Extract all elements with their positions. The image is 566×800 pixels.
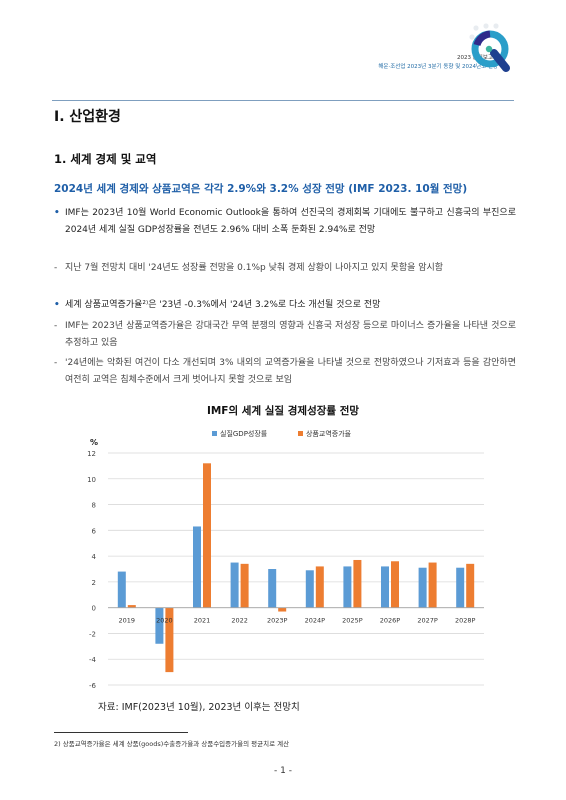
legend-swatch (212, 431, 217, 436)
y-tick-label: 8 (92, 502, 96, 510)
y-tick-label: 12 (87, 450, 96, 458)
bar-gdp (418, 567, 427, 608)
x-tick-label: 2025P (342, 617, 363, 625)
x-tick-label: 2019 (119, 617, 136, 625)
x-tick-label: 2020 (156, 617, 173, 625)
page-number: - 1 - (274, 766, 292, 776)
y-tick-label: 0 (92, 605, 96, 613)
heading-growth-forecast: 2024년 세계 경제와 상품교역은 각각 2.9%와 3.2% 성장 전망 (… (54, 183, 468, 195)
bar-gdp (117, 571, 126, 608)
y-tick-label: -6 (89, 682, 97, 690)
paragraph-text: IMF는 2023년 상품교역증가율은 강대국간 무역 분쟁의 영향과 신흥국 … (65, 321, 516, 348)
legend-swatch (298, 431, 303, 436)
header-divider (52, 100, 514, 101)
bar-gdp (268, 569, 277, 608)
bar-trade (203, 463, 211, 608)
y-tick-label: -4 (89, 656, 97, 664)
q-logo-icon (469, 23, 510, 72)
y-tick-label: 2 (92, 579, 96, 587)
bar-gdp (343, 566, 352, 608)
x-tick-label: 2028P (455, 617, 476, 625)
bar-gdp (381, 566, 389, 608)
dash-marker: - (54, 358, 58, 368)
bullet-marker: • (54, 208, 60, 218)
x-tick-label: 2026P (380, 617, 401, 625)
bar-gdp (193, 526, 201, 608)
bar-trade (428, 562, 437, 608)
paragraph-text: IMF는 2023년 10월 World Economic Outlook을 통… (65, 208, 516, 235)
bar-gdp (305, 570, 314, 608)
x-tick-label: 2027P (417, 617, 438, 625)
bullet-marker: • (54, 300, 60, 310)
dash-marker: - (54, 263, 58, 273)
y-tick-label: 6 (92, 527, 97, 535)
bar-gdp (456, 567, 465, 608)
bar-trade (278, 607, 287, 612)
x-tick-label: 2024P (305, 617, 326, 625)
legend-label: 상품교역증가율 (306, 429, 352, 438)
chart-title: IMF의 세계 실질 경제성장률 전망 (206, 405, 360, 417)
paragraph-trade-growth: • 세계 상품교역증가율²⁾은 '23년 -0.3%에서 '24년 3.2%로 … (54, 297, 516, 314)
bar-gdp (230, 562, 239, 608)
growth-bar-chart: -6 -4 -2 0 2 4 6 8 10 12% 2019 2020 2021 2022 2023P 202… (87, 429, 484, 690)
bar-trade (466, 563, 475, 608)
bar-trade (315, 566, 324, 608)
paragraph-2024-outlook: - '24년에는 악화된 여건이 다소 개선되며 3% 내외의 교역증가율을 나… (54, 355, 516, 389)
y-tick-label: 4 (92, 553, 97, 561)
dash-marker: - (54, 321, 58, 331)
y-axis-label: % (90, 438, 98, 447)
bar-trade (127, 605, 136, 608)
paragraph-gdp-forecast: • IMF는 2023년 10월 World Economic Outlook을… (54, 205, 516, 239)
bar-trade (391, 561, 399, 608)
bar-gdp (155, 607, 164, 644)
section-title: Ⅰ. 산업환경 (54, 109, 121, 125)
paragraph-july-revision: - 지난 7월 전망치 대비 '24년도 성장률 전망을 0.1%p 낮춰 경제… (54, 260, 516, 277)
paragraph-text: 지난 7월 전망치 대비 '24년도 성장률 전망을 0.1%p 낮춰 경제 상… (65, 263, 444, 273)
footnote: 2) 상품교역증가율은 세계 상품(goods)수출증가율과 상품수입증가율의 … (54, 740, 290, 748)
heading-world-economy: 1. 세계 경제 및 교역 (54, 152, 157, 166)
report-subtitle: 해운·조선업 2023년 3분기 동향 및 2024년도 전망 (378, 64, 498, 70)
footnote-divider (54, 732, 188, 733)
y-tick-label: -2 (89, 630, 96, 638)
legend-label: 실질GDP성장률 (220, 429, 268, 438)
bar-trade (353, 559, 362, 608)
paragraph-text: 세계 상품교역증가율²⁾은 '23년 -0.3%에서 '24년 3.2%로 다소… (65, 300, 381, 310)
paragraph-text: '24년에는 악화된 여건이 다소 개선되며 3% 내외의 교역증가율을 나타낼… (65, 358, 516, 385)
x-tick-label: 2022 (231, 617, 248, 625)
x-tick-label: 2023P (267, 617, 288, 625)
paragraph-2023-trade: - IMF는 2023년 상품교역증가율은 강대국간 무역 분쟁의 영향과 신흥… (54, 318, 516, 352)
chart-source: 자료: IMF(2023년 10월), 2023년 이후는 전망치 (98, 702, 300, 713)
y-tick-label: 10 (87, 476, 96, 484)
bar-trade (165, 607, 174, 673)
bar-trade (240, 563, 249, 608)
x-tick-label: 2021 (194, 617, 211, 625)
